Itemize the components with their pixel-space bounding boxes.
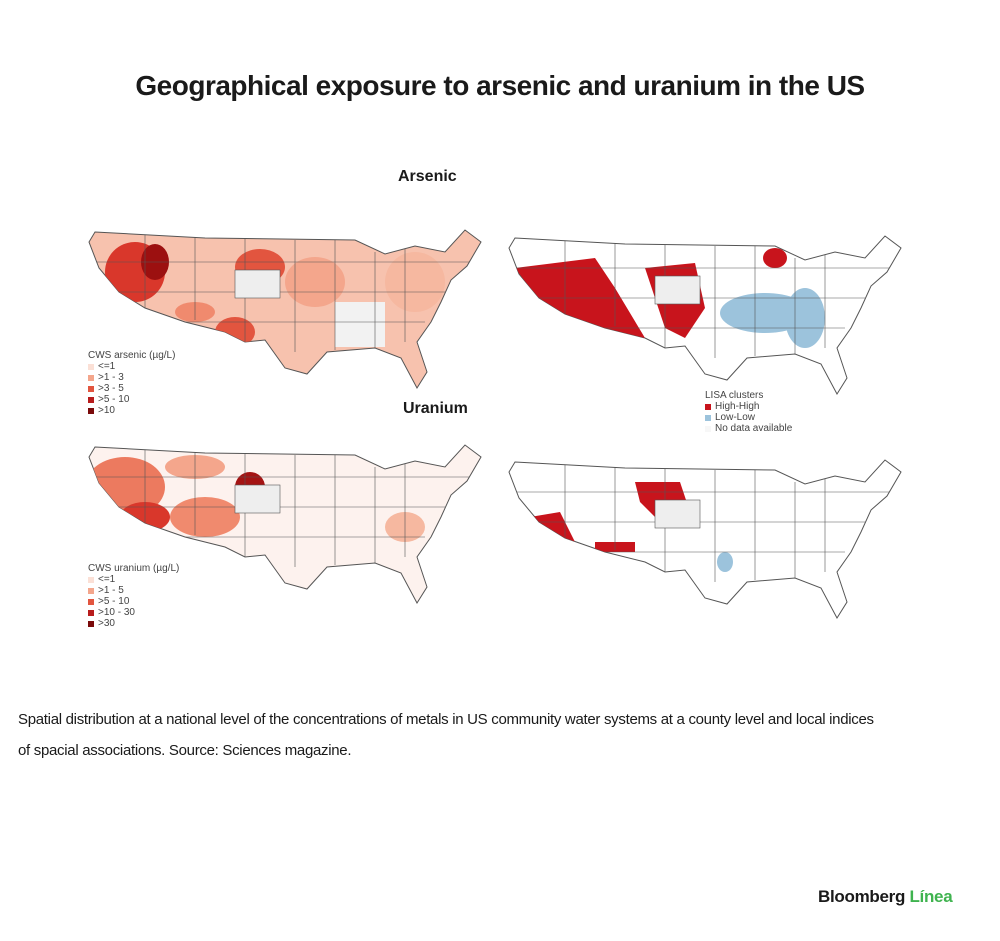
legend-label: >5 - 10 — [98, 394, 130, 405]
legend-swatch — [88, 587, 94, 594]
legend-swatch — [705, 403, 711, 410]
legend-swatch — [88, 396, 94, 403]
legend-swatch — [88, 598, 94, 605]
legend-item: >10 - 30 — [88, 607, 179, 618]
legend-label: High-High — [715, 401, 760, 412]
arsenic-lisa-map — [508, 235, 902, 395]
map-label: Uranium — [403, 400, 468, 417]
legend: CWS uranium (µg/L) <=1 >1 - 5 >5 - 10 >10 - … — [88, 563, 179, 629]
legend-label: >1 - 3 — [98, 372, 124, 383]
legend-swatch — [88, 620, 94, 627]
uranium-lisa-map — [508, 459, 902, 619]
legend-swatch — [88, 385, 94, 392]
uranium-map — [88, 444, 482, 604]
legend-swatch — [705, 414, 711, 421]
title: Geographical exposure to arsenic and ura… — [135, 70, 865, 101]
legend-label: >10 — [98, 405, 115, 416]
legend-label: >5 - 10 — [98, 596, 130, 607]
map-label: Arsenic — [398, 168, 457, 185]
legend-item: <=1 — [88, 361, 175, 372]
legend-swatch — [88, 576, 94, 583]
legend: LISA clusters High-High Low-Low No data ava… — [705, 390, 792, 434]
legend-label: <=1 — [98, 574, 116, 585]
legend-swatch — [88, 407, 94, 414]
legend-item: No data available — [705, 423, 792, 434]
legend-item: >5 - 10 — [88, 596, 179, 607]
caption: Spatial distribution at a national level… — [18, 711, 874, 759]
arsenic-map — [88, 229, 482, 389]
legend-label: Low-Low — [715, 412, 756, 423]
legend-label: >30 — [98, 618, 115, 629]
legend-title: CWS arsenic (µg/L) — [88, 350, 176, 361]
legend-label: >3 - 5 — [98, 383, 124, 394]
legend-item: High-High — [705, 401, 792, 412]
legend-item: >3 - 5 — [88, 383, 175, 394]
legend-swatch — [88, 374, 94, 381]
legend-item: >5 - 10 — [88, 394, 175, 405]
legend-item: Low-Low — [705, 412, 792, 423]
legend-label: <=1 — [98, 361, 116, 372]
legend-swatch — [88, 363, 94, 370]
legend-title: LISA clusters — [705, 390, 764, 401]
legend-swatch — [88, 609, 94, 616]
legend: CWS arsenic (µg/L) <=1 >1 - 3 >3 - 5 >5 - 10… — [88, 350, 175, 416]
legend-item: >10 — [88, 405, 175, 416]
brand-name: Bloomberg — [818, 887, 906, 906]
brand: Bloomberg Línea — [818, 887, 953, 907]
legend-item: <=1 — [88, 574, 179, 585]
legend-label: >10 - 30 — [98, 607, 135, 618]
legend-item: >1 - 3 — [88, 372, 175, 383]
legend-item: >1 - 5 — [88, 585, 179, 596]
legend-label: >1 - 5 — [98, 585, 124, 596]
legend-label: No data available — [715, 423, 793, 434]
legend-title: CWS uranium (µg/L) — [88, 563, 180, 574]
brand-suffix: Línea — [909, 887, 953, 906]
legend-swatch — [705, 425, 711, 432]
legend-item: >30 — [88, 618, 179, 629]
